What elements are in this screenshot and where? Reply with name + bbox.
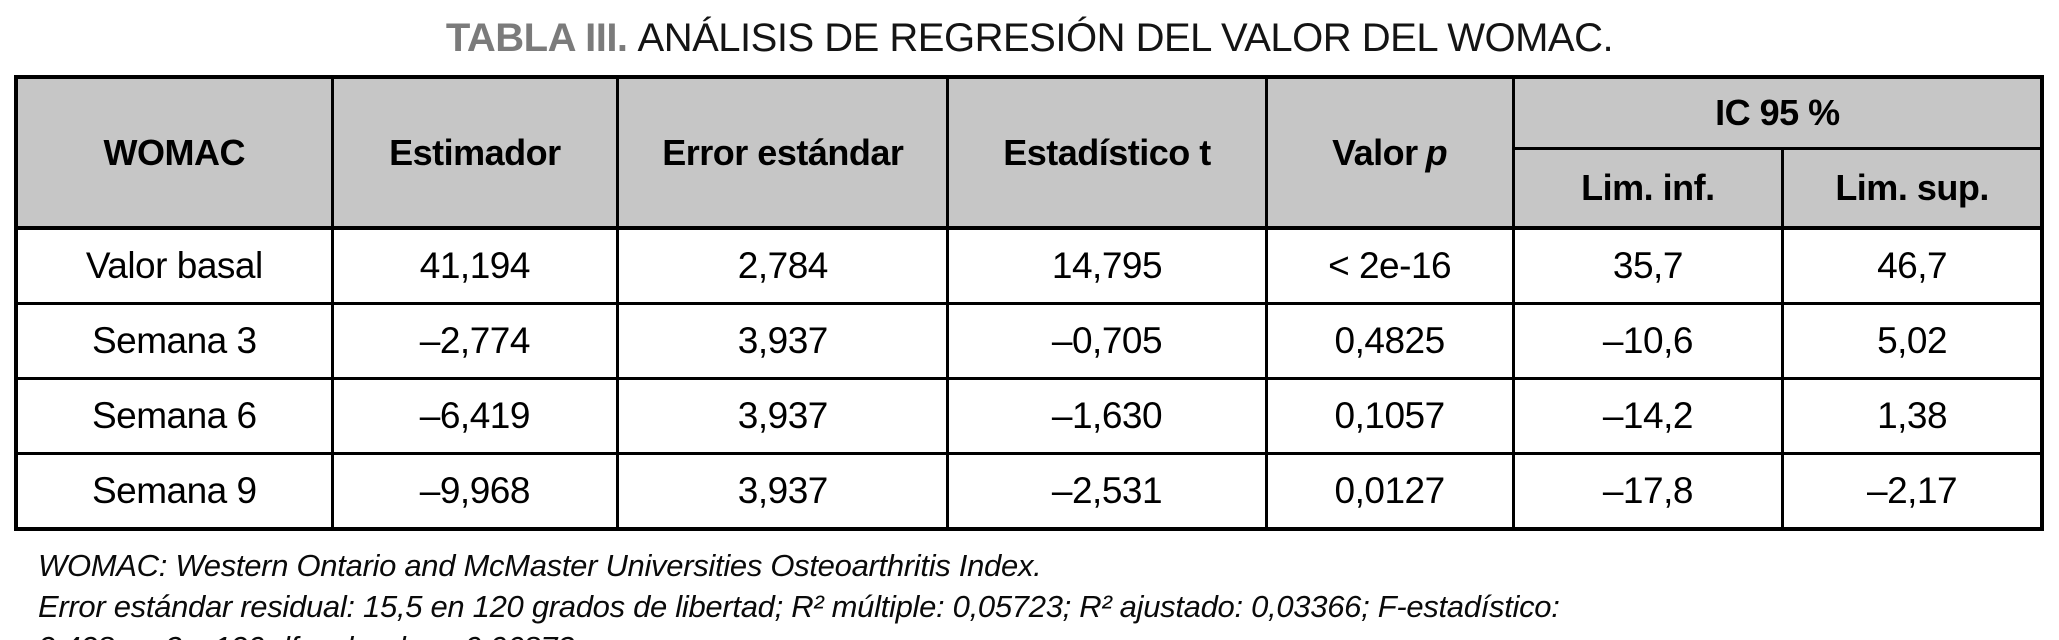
cell-estimador: 41,194: [330, 226, 620, 305]
cell-estimador: –9,968: [330, 452, 620, 531]
table-row-valor-basal: Valor basal 41,194 2,784 14,795 < 2e-16 …: [14, 226, 2044, 305]
header-row-2: Lim. inf. Lim. sup.: [16, 147, 2044, 230]
cell-lim-inf: –10,6: [1511, 302, 1785, 380]
table-title: TABLA III. ANÁLISIS DE REGRESIÓN DEL VALO…: [0, 0, 2059, 61]
cell-error-estandar: 3,937: [616, 302, 950, 380]
cell-estimador: –6,419: [330, 377, 620, 455]
footnote-regression-stats-line2: 2,428 en 3 y 120 df; valor de p: 0,06873…: [38, 627, 2059, 640]
cell-lim-sup: 5,02: [1781, 302, 2044, 380]
cell-valor-p: 0,4825: [1264, 302, 1515, 380]
col-header-valor-p: Valor p: [1264, 75, 1515, 230]
table-header: WOMAC Estimador Error estándar Estadísti…: [14, 75, 2044, 230]
col-header-lim-inf: Lim. inf.: [1511, 147, 1785, 230]
col-header-estadistico-t: Estadístico t: [946, 75, 1268, 230]
col-header-lim-sup: Lim. sup.: [1781, 147, 2044, 230]
header-row-1: WOMAC Estimador Error estándar Estadísti…: [14, 75, 2044, 230]
cell-estadistico-t: –1,630: [946, 377, 1268, 455]
row-label: Semana 6: [14, 377, 334, 455]
cell-estimador: –2,774: [330, 302, 620, 380]
row-label: Valor basal: [14, 226, 334, 305]
cell-valor-p: 0,0127: [1264, 452, 1515, 531]
cell-error-estandar: 2,784: [616, 226, 950, 305]
cell-lim-inf: –17,8: [1511, 452, 1785, 531]
cell-lim-inf: –14,2: [1511, 377, 1785, 455]
cell-lim-sup: 1,38: [1781, 377, 2044, 455]
table-footnotes: WOMAC: Western Ontario and McMaster Univ…: [38, 545, 2059, 640]
cell-lim-sup: –2,17: [1781, 452, 2044, 531]
row-label: Semana 9: [14, 452, 334, 531]
valor-p-symbol: p: [1425, 131, 1448, 173]
valor-p-prefix: Valor: [1332, 131, 1418, 173]
cell-estadistico-t: –0,705: [946, 302, 1268, 380]
col-header-error-estandar: Error estándar: [616, 75, 950, 230]
cell-valor-p: < 2e-16: [1264, 226, 1515, 305]
cell-valor-p: 0,1057: [1264, 377, 1515, 455]
table-row-semana-3: Semana 3 –2,774 3,937 –0,705 0,4825 –10,…: [14, 302, 2044, 380]
cell-error-estandar: 3,937: [616, 452, 950, 531]
col-header-womac: WOMAC: [14, 75, 334, 230]
cell-error-estandar: 3,937: [616, 377, 950, 455]
row-label: Semana 3: [14, 302, 334, 380]
regression-table: WOMAC Estimador Error estándar Estadísti…: [14, 75, 2044, 531]
table-body: Valor basal 41,194 2,784 14,795 < 2e-16 …: [14, 226, 2044, 531]
footnote-regression-stats-line1: Error estándar residual: 15,5 en 120 gra…: [38, 589, 1560, 624]
footnote-womac-definition: WOMAC: Western Ontario and McMaster Univ…: [38, 548, 1042, 583]
table-row-semana-6: Semana 6 –6,419 3,937 –1,630 0,1057 –14,…: [14, 377, 2044, 455]
table-title-number: TABLA III.: [445, 16, 628, 60]
cell-lim-inf: 35,7: [1511, 226, 1785, 305]
cell-estadistico-t: 14,795: [946, 226, 1268, 305]
col-header-ic95: IC 95 %: [1511, 75, 2044, 150]
cell-estadistico-t: –2,531: [946, 452, 1268, 531]
col-header-estimador: Estimador: [330, 75, 620, 230]
table-title-text: ANÁLISIS DE REGRESIÓN DEL VALOR DEL WOMA…: [637, 16, 1614, 60]
cell-lim-sup: 46,7: [1781, 226, 2044, 305]
table-row-semana-9: Semana 9 –9,968 3,937 –2,531 0,0127 –17,…: [14, 452, 2044, 531]
